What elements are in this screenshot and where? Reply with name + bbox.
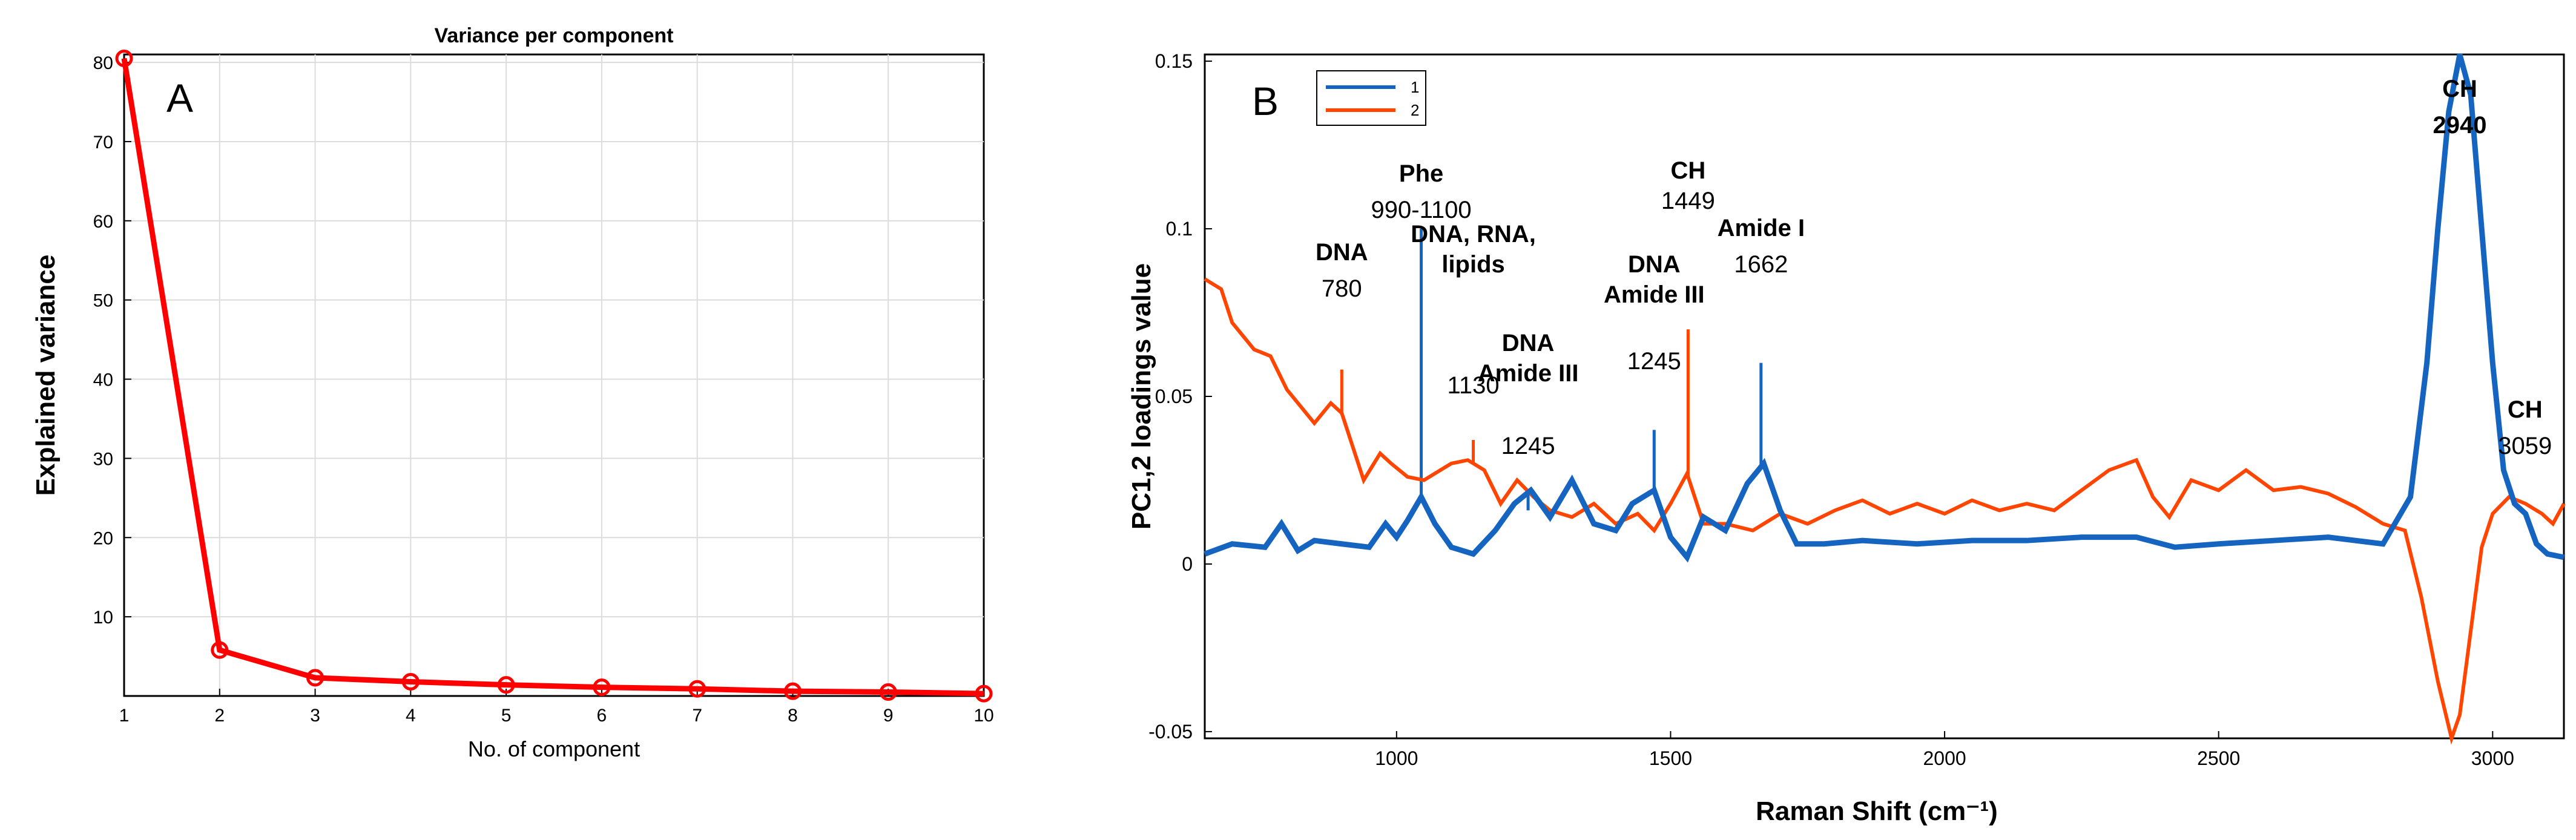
data-point: [783, 682, 802, 700]
panel-a-x-axis-label: No. of component: [468, 737, 640, 761]
y-tick-label: 80: [93, 53, 113, 73]
annotation-value: 1245: [1501, 433, 1555, 459]
data-point: [975, 684, 993, 703]
annotation-name: Amide I: [1718, 215, 1805, 241]
annotation-value: 1130: [1448, 372, 1500, 399]
data-point: [211, 641, 229, 659]
panel-b-y-axis-label: PC1,2 loadings value: [1127, 263, 1156, 530]
legend-entry-2: 2: [1411, 101, 1419, 119]
annotation-name: CH: [1671, 157, 1706, 184]
panel-a-markers: [115, 50, 993, 703]
annotation-value: 1245: [1627, 348, 1681, 375]
data-point: [593, 678, 611, 697]
data-point: [688, 680, 707, 698]
data-point: [497, 676, 515, 694]
panel-a-grid: [124, 54, 984, 696]
y-tick-label: 0.05: [1155, 386, 1193, 407]
legend-box: [1316, 70, 1426, 126]
y-tick-label: 60: [93, 212, 113, 232]
panel-b-y-ticks: -0.05 0 0.05 0.1 0.15: [1148, 50, 1212, 743]
y-tick-label: 0.15: [1155, 50, 1193, 72]
x-tick-label: 6: [597, 706, 607, 726]
panel-b-legend: 1 2: [1316, 70, 1426, 126]
x-tick-label: 3000: [2471, 747, 2514, 769]
panel-a-title: Variance per component: [435, 24, 674, 47]
annotation-value: 1449: [1661, 188, 1715, 214]
annotation-name: CH: [2442, 76, 2477, 102]
x-tick-label: 2500: [2197, 747, 2240, 769]
panel-b-x-axis-label: Raman Shift (cm⁻¹): [1756, 796, 1998, 826]
x-tick-label: 9: [883, 706, 894, 726]
panel-a-label: A: [166, 76, 193, 120]
annotation-value: 2940: [2433, 112, 2487, 139]
annotation-name: DNA Amide III: [1604, 251, 1705, 308]
y-tick-label: 50: [93, 291, 113, 311]
annotation-name: Phe: [1399, 160, 1443, 187]
x-tick-label: 7: [692, 706, 702, 726]
annotation-name: CH: [2508, 396, 2543, 423]
legend-entry-1: 1: [1411, 78, 1419, 96]
y-tick-label: 10: [93, 608, 113, 628]
panel-b-series-1-line: [1204, 53, 2564, 563]
panel-b: 1000 1500 2000 2500 3000 -0.05 0 0.05 0.1 0.15 D…: [1127, 50, 2566, 826]
y-tick-label: 0: [1182, 553, 1193, 575]
x-tick-label: 3: [310, 706, 320, 726]
y-tick-label: 20: [93, 528, 113, 548]
data-point: [306, 669, 324, 687]
x-tick-label: 2000: [1923, 747, 1966, 769]
y-tick-label: -0.05: [1148, 721, 1193, 743]
annotation-name: DNA, RNA, lipids: [1411, 221, 1536, 278]
annotation-value: 3059: [2498, 433, 2552, 459]
x-tick-label: 1000: [1375, 747, 1418, 769]
annotation-name: DNA Amide III: [1478, 330, 1579, 387]
x-tick-label: 1: [119, 706, 130, 726]
y-tick-label: 0.1: [1166, 218, 1193, 240]
panel-a: 1 2 3 4 5 6 7 8 9 10 10 20 30 40 50 60 70 80 Variance pe…: [31, 24, 994, 761]
panel-a-x-ticks: 1 2 3 4 5 6 7 8 9 10: [119, 689, 994, 726]
x-tick-label: 8: [788, 706, 798, 726]
panel-a-y-ticks: 10 20 30 40 50 60 70 80: [93, 53, 131, 628]
panel-b-x-ticks: 1000 1500 2000 2500 3000: [1375, 731, 2514, 769]
data-point: [115, 50, 133, 68]
panel-a-series-line: [121, 57, 984, 697]
data-point: [401, 672, 420, 691]
annotation-value: 1662: [1734, 251, 1788, 278]
y-tick-label: 70: [93, 133, 113, 153]
x-tick-label: 4: [406, 706, 416, 726]
y-tick-label: 30: [93, 449, 113, 469]
annotation-value: 990-1100: [1371, 197, 1472, 223]
x-tick-label: 1500: [1649, 747, 1692, 769]
x-tick-label: 10: [973, 706, 993, 726]
panel-b-plot-area: [1204, 53, 2565, 740]
panel-b-label: B: [1252, 79, 1279, 123]
x-tick-label: 2: [214, 706, 225, 726]
data-point: [879, 683, 897, 701]
annotation-name: DNA: [1316, 239, 1368, 266]
y-tick-label: 40: [93, 370, 113, 390]
panel-b-series-2-line: [1204, 277, 2566, 745]
x-tick-label: 5: [501, 706, 512, 726]
panel-a-plot-area: [123, 53, 985, 697]
annotation-value: 780: [1322, 275, 1362, 302]
panel-a-y-axis-label: Explained variance: [31, 255, 61, 496]
